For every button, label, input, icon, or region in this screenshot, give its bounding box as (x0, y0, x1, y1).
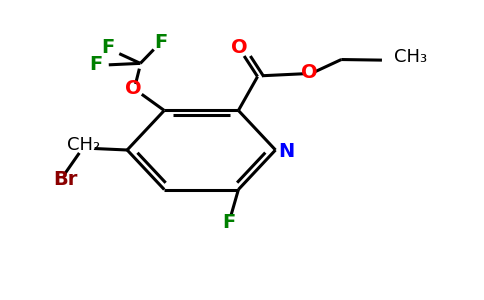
Text: O: O (231, 38, 248, 57)
Text: Br: Br (53, 170, 77, 189)
Text: F: F (102, 38, 115, 57)
Text: F: F (89, 55, 103, 74)
Text: CH₂: CH₂ (67, 136, 101, 154)
Text: F: F (154, 33, 167, 52)
Text: N: N (278, 142, 294, 161)
Text: O: O (301, 63, 318, 82)
Text: CH₃: CH₃ (394, 48, 427, 66)
Text: O: O (125, 79, 141, 98)
Text: F: F (222, 213, 236, 232)
